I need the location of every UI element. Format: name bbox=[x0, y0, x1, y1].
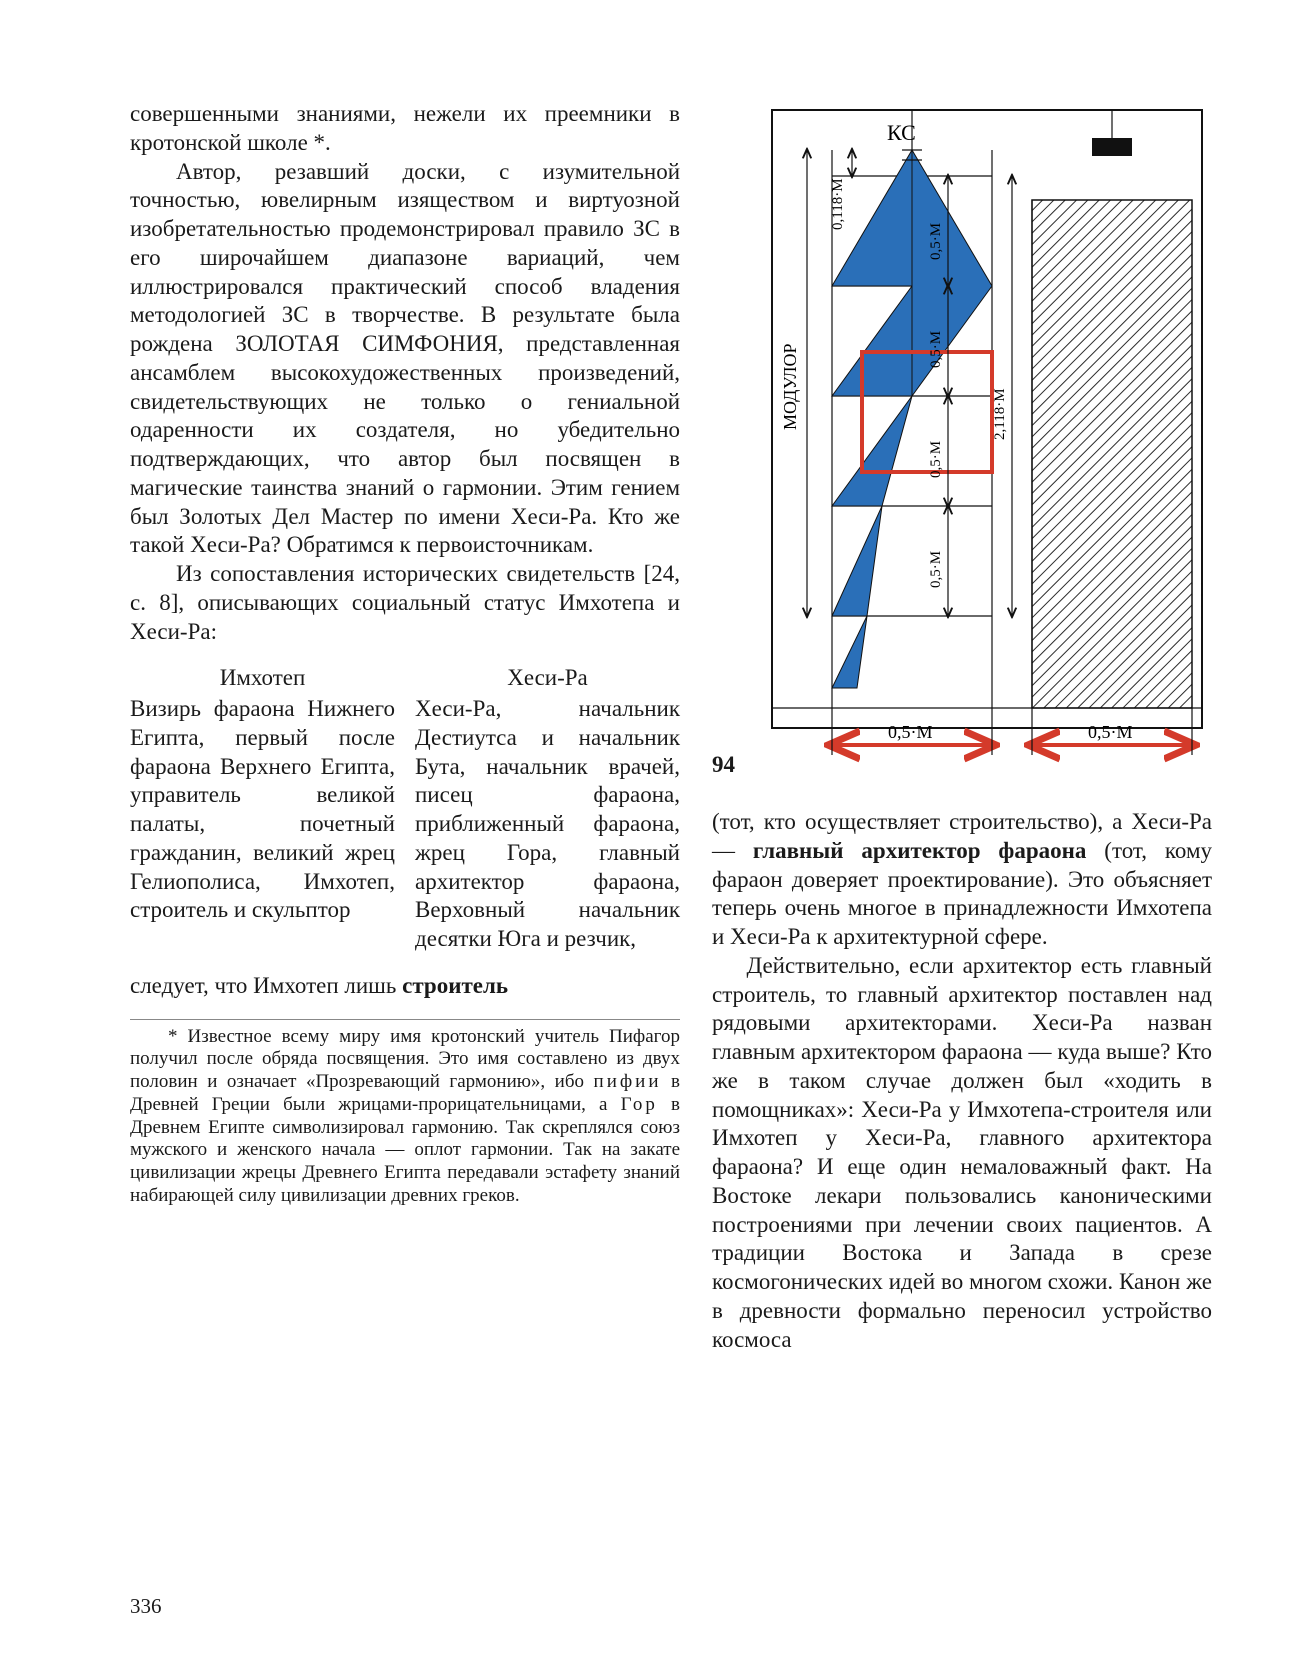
figure-svg: КС МОДУЛОР 0,118·М bbox=[712, 100, 1212, 780]
para-4-a: следует, что Имхотеп лишь bbox=[130, 973, 402, 998]
column-imhotep-head: Имхотеп bbox=[130, 664, 395, 693]
column-imhotep-body: Визирь фараона Нижнего Египта, первый по… bbox=[130, 695, 395, 925]
left-column: совершенными знаниями, нежели их преемни… bbox=[130, 100, 680, 1354]
para-1: совершенными знаниями, нежели их преемни… bbox=[130, 100, 680, 158]
right-text: (тот, кто осуществляет строительство), а… bbox=[712, 808, 1212, 1354]
page-number: 336 bbox=[130, 1594, 162, 1619]
column-hesira-body: Хеси-Ра, начальник Дестиутса и начальник… bbox=[415, 695, 680, 954]
right-p1-bold: главный архитектор фараона bbox=[753, 838, 1086, 863]
column-imhotep: Имхотеп Визирь фараона Нижнего Египта, п… bbox=[130, 664, 395, 954]
column-hesira-head: Хеси-Ра bbox=[415, 664, 680, 693]
para-4: следует, что Имхотеп лишь строитель bbox=[130, 972, 680, 1001]
svg-text:2,118·М: 2,118·М bbox=[992, 388, 1008, 440]
figure-number: 94 bbox=[712, 752, 735, 778]
dim-0118: 0,118·М bbox=[830, 178, 846, 230]
footnote-b: пифии bbox=[594, 1071, 662, 1092]
dim-bottom-left: 0,5·М bbox=[888, 722, 933, 742]
right-p1: (тот, кто осуществляет строительство), а… bbox=[712, 808, 1212, 952]
para-4-bold: строитель bbox=[402, 973, 508, 998]
svg-text:0,5·М: 0,5·М bbox=[928, 223, 944, 260]
svg-text:0,5·М: 0,5·М bbox=[928, 551, 944, 588]
para-2: Автор, резавший доски, с изумительной то… bbox=[130, 158, 680, 561]
page: совершенными знаниями, нежели их преемни… bbox=[130, 100, 1212, 1354]
label-modulor: МОДУЛОР bbox=[780, 343, 800, 430]
figure-94: КС МОДУЛОР 0,118·М bbox=[712, 100, 1212, 780]
svg-text:0,5·М: 0,5·М bbox=[928, 441, 944, 478]
right-p2: Действительно, если архитектор есть глав… bbox=[712, 952, 1212, 1355]
label-kc: КС bbox=[887, 120, 916, 145]
para-3: Из сопоставления исторических свидетельс… bbox=[130, 560, 680, 646]
comparison-block: Имхотеп Визирь фараона Нижнего Египта, п… bbox=[130, 664, 680, 954]
svg-text:0,5·М: 0,5·М bbox=[928, 331, 944, 368]
blue-triangles bbox=[832, 150, 992, 688]
dim-bottom-right: 0,5·М bbox=[1088, 722, 1133, 742]
footnote: * Известное всему миру имя кротонский уч… bbox=[130, 1019, 680, 1208]
footnote-d: Гор bbox=[621, 1094, 658, 1115]
column-hesira: Хеси-Ра Хеси-Ра, начальник Дестиутса и н… bbox=[415, 664, 680, 954]
right-column: КС МОДУЛОР 0,118·М bbox=[712, 100, 1212, 1354]
